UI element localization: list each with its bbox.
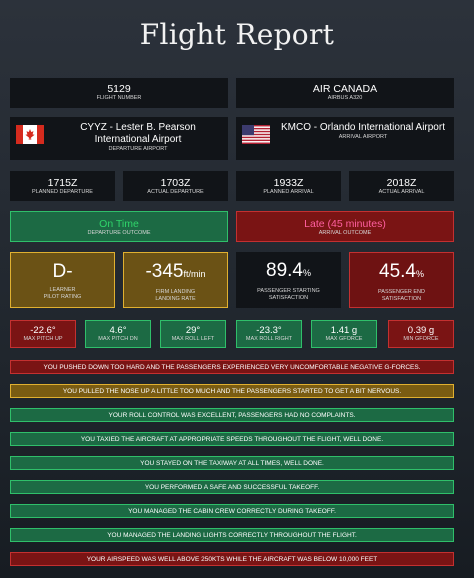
arrival-outcome-value: Late (45 minutes) [304, 218, 386, 230]
flight-number-label: FLIGHT NUMBER [96, 95, 142, 101]
max-pitch-up-card: -22.6° MAX PITCH UP [10, 320, 76, 348]
airline-card: AIR CANADA AIRBUS A320 [236, 78, 454, 108]
max-pitch-down-card: 4.6° MAX PITCH DN [85, 320, 151, 348]
feedback-banner-negative-gforce: YOU PUSHED DOWN TOO HARD AND THE PASSENG… [10, 360, 454, 374]
actual-departure-card: 1703Z ACTUAL DEPARTURE [123, 171, 228, 201]
feedback-banner-airspeed: YOUR AIRSPEED WAS WELL ABOVE 250KTS WHIL… [10, 552, 454, 566]
actual-arrival-time: 2018Z [386, 177, 417, 189]
landing-rate-line1: FIRM LANDING [155, 289, 196, 295]
pilot-rating-value: D- [52, 261, 73, 282]
feedback-banner-cabin-crew: YOU MANAGED THE CABIN CREW CORRECTLY DUR… [10, 504, 454, 518]
actual-arrival-card: 2018Z ACTUAL ARRIVAL [349, 171, 454, 201]
actual-departure-time: 1703Z [160, 177, 191, 189]
departure-airport-label: DEPARTURE AIRPORT [108, 146, 168, 152]
end-satisfaction-value: 45.4% [350, 261, 453, 285]
flight-number-card: 5129 FLIGHT NUMBER [10, 78, 228, 108]
feedback-banner-landing-lights: YOU MANAGED THE LANDING LIGHTS CORRECTLY… [10, 528, 454, 542]
airline-name: AIR CANADA [312, 83, 378, 95]
landing-rate-number: -345 [145, 261, 184, 282]
feedback-banner-roll: YOUR ROLL CONTROL WAS EXCELLENT, PASSENG… [10, 408, 454, 422]
landing-rate-card: -345ft/min FIRM LANDING LANDING RATE [123, 252, 228, 308]
pilot-rating-line2: PILOT RATING [43, 294, 82, 300]
feedback-banner-taxi-speed: YOU TAXIED THE AIRCRAFT AT APPROPRIATE S… [10, 432, 454, 446]
max-roll-right-label: MAX ROLL RIGHT [245, 336, 293, 342]
max-pitch-down-value: 4.6° [109, 325, 127, 336]
max-roll-right-card: -23.3° MAX ROLL RIGHT [236, 320, 302, 348]
actual-arrival-label: ACTUAL ARRIVAL [378, 189, 425, 195]
planned-arrival-time: 1933Z [273, 177, 304, 189]
max-roll-left-label: MAX ROLL LEFT [171, 336, 215, 342]
planned-arrival-card: 1933Z PLANNED ARRIVAL [236, 171, 341, 201]
max-gforce-value: 1.41 g [330, 325, 358, 336]
feedback-banner-takeoff: YOU PERFORMED A SAFE AND SUCCESSFUL TAKE… [10, 480, 454, 494]
max-pitch-up-label: MAX PITCH UP [23, 336, 63, 342]
start-satisfaction-unit: % [302, 268, 311, 278]
planned-arrival-label: PLANNED ARRIVAL [263, 189, 314, 195]
start-satisfaction-line1: PASSENGER STARTING [257, 288, 320, 294]
departure-outcome-label: DEPARTURE OUTCOME [87, 230, 151, 236]
end-satisfaction-line1: PASSENGER END [378, 289, 425, 295]
pilot-rating-card: D- LEARNER PILOT RATING [10, 252, 115, 308]
landing-rate-unit: ft/min [183, 269, 206, 279]
planned-departure-label: PLANNED DEPARTURE [32, 189, 93, 195]
start-satisfaction-value: 89.4% [236, 260, 341, 284]
end-satisfaction-unit: % [415, 269, 424, 279]
planned-departure-card: 1715Z PLANNED DEPARTURE [10, 171, 115, 201]
usa-flag-icon [242, 125, 270, 144]
max-gforce-card: 1.41 g MAX GFORCE [311, 320, 377, 348]
arrival-airport-name: KMCO - Orlando International Airport [281, 122, 445, 133]
landing-rate-value: -345ft/min [124, 261, 227, 285]
arrival-outcome-label: ARRIVAL OUTCOME [318, 230, 372, 236]
arrival-airport-card: KMCO - Orlando International Airport ARR… [236, 117, 454, 160]
max-roll-right-value: -23.3° [256, 325, 282, 336]
start-satisfaction-line2: SATISFACTION [268, 295, 309, 301]
min-gforce-value: 0.39 g [407, 325, 435, 336]
min-gforce-card: 0.39 g MIN GFORCE [388, 320, 454, 348]
end-satisfaction-line2: SATISFACTION [381, 296, 422, 302]
flight-number: 5129 [107, 83, 131, 95]
end-satisfaction-number: 45.4 [379, 261, 416, 282]
max-pitch-down-label: MAX PITCH DN [98, 336, 138, 342]
max-roll-left-card: 29° MAX ROLL LEFT [160, 320, 226, 348]
departure-airport-card: CYYZ - Lester B. Pearson International A… [10, 117, 228, 160]
feedback-banner-pitch: YOU PULLED THE NOSE UP A LITTLE TOO MUCH… [10, 384, 454, 398]
start-satisfaction-card: 89.4% PASSENGER STARTING SATISFACTION [236, 252, 341, 308]
aircraft-type: AIRBUS A320 [327, 95, 363, 101]
max-pitch-up-value: -22.6° [30, 325, 56, 336]
max-gforce-label: MAX GFORCE [325, 336, 363, 342]
arrival-outcome-card: Late (45 minutes) ARRIVAL OUTCOME [236, 211, 454, 242]
feedback-banner-taxiway: YOU STAYED ON THE TAXIWAY AT ALL TIMES, … [10, 456, 454, 470]
start-satisfaction-number: 89.4 [266, 260, 303, 281]
planned-departure-time: 1715Z [47, 177, 78, 189]
page-title: Flight Report [139, 18, 335, 51]
max-roll-left-value: 29° [185, 325, 201, 336]
canada-flag-icon [16, 125, 44, 144]
landing-rate-line2: LANDING RATE [155, 296, 196, 302]
departure-outcome-value: On Time [99, 218, 139, 230]
pilot-rating-line1: LEARNER [49, 287, 76, 293]
arrival-airport-label: ARRIVAL AIRPORT [338, 134, 388, 140]
min-gforce-label: MIN GFORCE [403, 336, 439, 342]
actual-departure-label: ACTUAL DEPARTURE [147, 189, 204, 195]
end-satisfaction-card: 45.4% PASSENGER END SATISFACTION [349, 252, 454, 308]
departure-airport-name: CYYZ - Lester B. Pearson International A… [80, 122, 196, 145]
departure-outcome-card: On Time DEPARTURE OUTCOME [10, 211, 228, 242]
